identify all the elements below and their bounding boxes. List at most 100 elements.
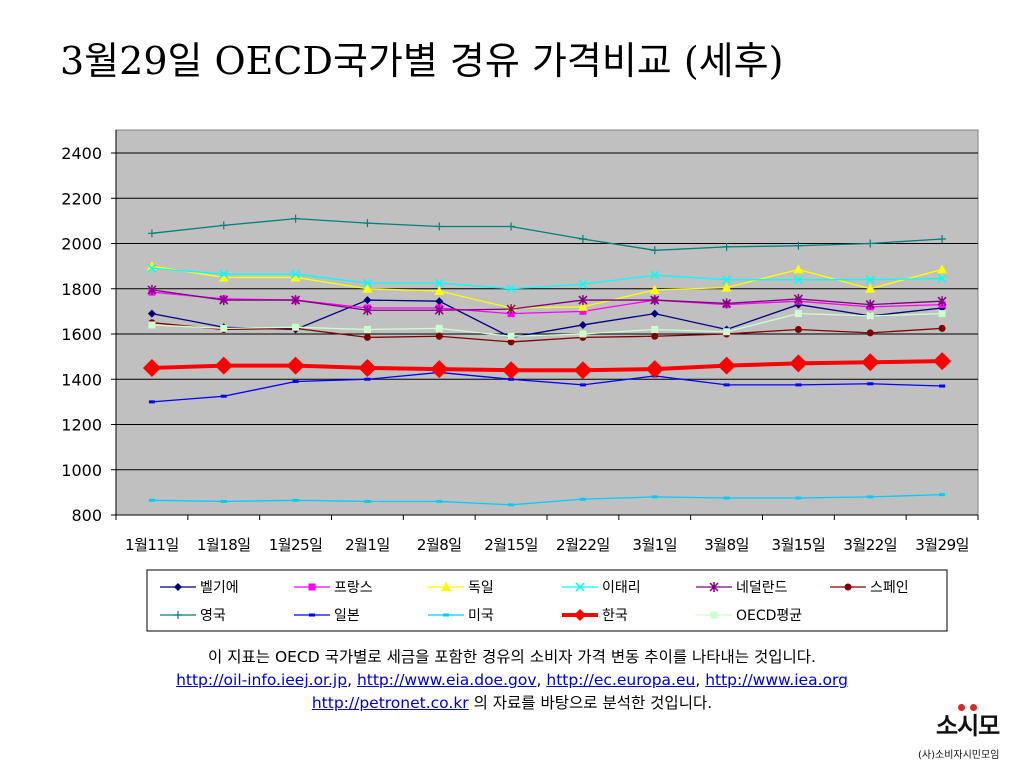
legend-item: 영국: [160, 608, 226, 624]
data-point: [578, 234, 587, 243]
data-point: [148, 498, 155, 502]
data-point: [148, 321, 156, 329]
data-point: [650, 270, 660, 280]
legend-label: 독일: [468, 580, 494, 596]
data-point: [794, 241, 803, 250]
legend-item: 이태리: [562, 580, 641, 596]
data-point: [795, 496, 802, 500]
data-point: [362, 283, 373, 293]
data-point: [434, 305, 444, 316]
data-point: [938, 310, 946, 318]
x-tick-label: 1월18일: [197, 536, 251, 554]
data-point: [363, 325, 371, 333]
data-point: [291, 295, 301, 306]
legend-marker: [443, 613, 449, 617]
data-point: [722, 242, 731, 251]
x-tick-label: 3월8일: [704, 536, 749, 554]
plot-area: [115, 129, 979, 516]
series-lines: [142, 214, 952, 507]
data-point: [147, 309, 156, 318]
data-point: [939, 493, 946, 497]
series-line: [151, 312, 943, 337]
data-point: [219, 221, 228, 230]
data-point: [220, 324, 228, 332]
series-line: [151, 322, 943, 343]
legend-label: 프랑스: [334, 580, 373, 596]
legend-marker: [710, 611, 718, 619]
legend-item: 일본: [294, 608, 360, 624]
page-title: 3월29일 OECD국가별 경유 가격비교 (세후): [60, 39, 784, 83]
data-point: [364, 377, 371, 381]
data-point: [651, 495, 658, 499]
plot-background: [115, 129, 979, 516]
caption-line-1: 이 지표는 OECD 국가별로 세금을 포함한 경유의 소비자 가격 변동 추이…: [208, 648, 816, 666]
data-point: [142, 358, 161, 377]
series-8: [148, 493, 946, 507]
caption-suffix: 의 자료를 바탕으로 분석한 것입니다.: [468, 694, 713, 712]
legend-marker: [308, 583, 316, 591]
data-point: [436, 499, 443, 503]
series-line: [151, 289, 943, 311]
legend-marker: [844, 583, 852, 591]
data-point: [292, 380, 299, 384]
data-point: [434, 278, 444, 288]
y-tick-label: 1600: [61, 325, 102, 344]
series-line: [151, 359, 943, 373]
y-tick-label: 2200: [61, 189, 102, 208]
data-point: [866, 239, 875, 248]
data-point: [220, 499, 227, 503]
source-link-iea[interactable]: http://www.iea.org: [705, 671, 848, 689]
data-point: [793, 293, 803, 304]
source-link-ieej[interactable]: http://oil-info.ieej.or.jp: [176, 671, 348, 689]
y-tick-label: 2400: [61, 144, 102, 163]
legend-marker: [709, 582, 719, 592]
data-point: [717, 356, 736, 375]
data-point: [645, 360, 664, 379]
x-tick-label: 2월8일: [417, 536, 462, 554]
legend-item: 독일: [428, 580, 494, 596]
data-point: [218, 272, 229, 282]
data-point: [506, 284, 516, 294]
legend-label: 이태리: [602, 580, 641, 596]
legend-item: 벨기에: [160, 580, 239, 596]
data-point: [861, 353, 880, 372]
data-point: [219, 295, 229, 306]
data-point: [866, 329, 874, 337]
source-link-europa[interactable]: http://ec.europa.eu: [546, 671, 696, 689]
legend-label: 미국: [468, 608, 494, 624]
data-point: [435, 222, 444, 231]
data-point: [579, 307, 587, 315]
series-line: [151, 493, 943, 506]
data-point: [722, 275, 732, 285]
data-point: [723, 328, 731, 336]
series-9: [142, 352, 952, 380]
series-line: [151, 267, 943, 290]
y-tick-label: 800: [71, 506, 102, 525]
data-point: [865, 283, 876, 293]
legend-item: OECD평균: [696, 608, 802, 624]
data-point: [506, 304, 516, 315]
x-tick-label: 3월22일: [843, 536, 897, 554]
legend-label: OECD평균: [736, 608, 802, 624]
data-point: [573, 361, 592, 380]
data-point: [508, 503, 515, 507]
data-point: [789, 354, 808, 373]
data-point: [723, 383, 730, 387]
series-4: [147, 284, 947, 316]
data-point: [362, 278, 372, 288]
source-link-eia[interactable]: http://www.eia.doe.gov: [356, 671, 537, 689]
source-link-petronet[interactable]: http://petronet.co.kr: [311, 694, 469, 712]
legend-item: 한국: [562, 608, 628, 624]
data-point: [363, 333, 371, 341]
legend-marker: [441, 582, 451, 591]
x-tick-label: 2월15일: [484, 536, 538, 554]
data-point: [147, 284, 157, 295]
logo: 소시모 (사)소비자시민모임: [918, 704, 1018, 764]
legend-label: 스페인: [870, 580, 909, 596]
data-point: [435, 324, 443, 332]
legend-item: 스페인: [830, 580, 909, 596]
data-point: [795, 383, 802, 387]
x-tick-label: 2월22일: [556, 536, 610, 554]
data-point: [363, 219, 372, 228]
